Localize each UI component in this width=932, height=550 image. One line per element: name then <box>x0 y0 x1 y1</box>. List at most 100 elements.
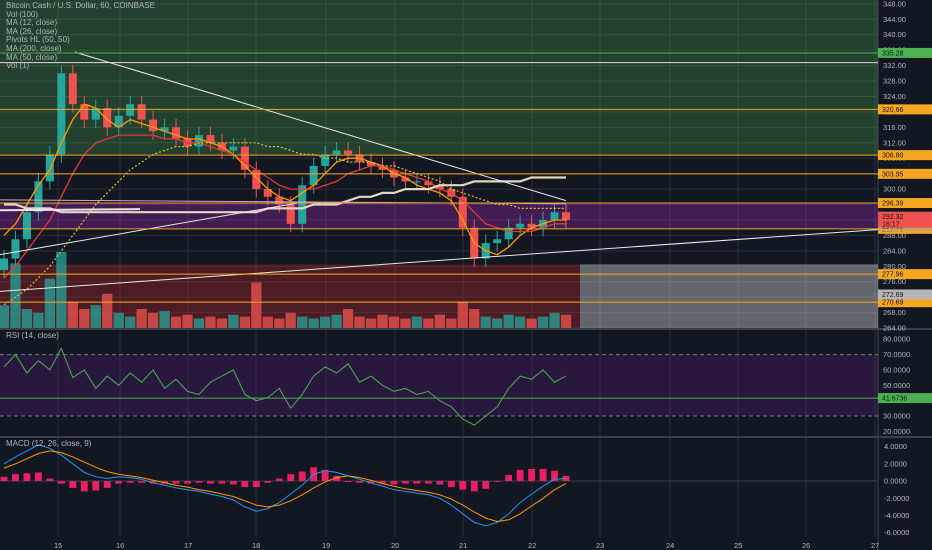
level-tag-5: 296.39 <box>882 201 904 208</box>
macd-hist-23 <box>264 481 272 483</box>
time-axis[interactable]: 15 16 17 18 19 20 21 22 23 24 25 26 27 <box>54 541 879 550</box>
macd-tick-0: -6.0000 <box>884 528 909 537</box>
macd-hist-47 <box>539 468 547 482</box>
legend-vol1[interactable]: Vol (1) <box>6 61 30 71</box>
candle-body-32 <box>367 162 376 166</box>
candle-body-6 <box>68 73 77 105</box>
volume-bar-34 <box>388 316 400 328</box>
volume-bar-38 <box>434 314 445 328</box>
legend-ma200[interactable]: MA (200, close) <box>6 43 62 53</box>
legend-pivots[interactable]: Pivots HL (50, 50) <box>6 35 70 45</box>
macd-hist-46 <box>528 468 536 482</box>
candle-body-0 <box>0 258 9 271</box>
macd-hist-37 <box>424 481 432 484</box>
volume-bar-36 <box>411 316 423 328</box>
time-tick-5: 20 <box>391 541 399 550</box>
volume-bar-26 <box>297 316 308 328</box>
volume-bar-45 <box>514 316 526 328</box>
macd-hist-29 <box>333 475 341 482</box>
macd-hist-5 <box>57 481 65 484</box>
macd-hist-30 <box>344 481 352 483</box>
candle-body-2 <box>22 212 31 240</box>
candle-body-29 <box>332 150 341 155</box>
trendline-down <box>74 51 567 202</box>
macd-hist-2 <box>23 473 31 482</box>
price-axis[interactable]: 264.00268.00272.00276.00280.00284.00288.… <box>878 0 932 333</box>
countdown: 16:17 <box>882 222 900 229</box>
macd-hist-9 <box>103 481 111 488</box>
candle-body-36 <box>412 181 421 183</box>
volume-bar-19 <box>216 318 228 328</box>
candle-body-10 <box>114 115 123 128</box>
macd-hist-48 <box>551 470 558 482</box>
time-tick-7: 22 <box>528 541 536 550</box>
rsi-label[interactable]: RSI (14, close) <box>6 331 59 340</box>
legend-ma26[interactable]: MA (26, close) <box>6 26 58 36</box>
volume-bar-1 <box>10 263 21 328</box>
volume-bar-11 <box>125 316 136 328</box>
candle-body-20 <box>229 146 238 151</box>
volume-bar-14 <box>159 310 170 328</box>
ma-line-3 <box>3 142 566 306</box>
macd-hist-38 <box>436 481 444 485</box>
price-tick-3: 276.00 <box>883 277 906 286</box>
macd-hist-31 <box>356 481 363 483</box>
volume-bar-15 <box>170 316 182 328</box>
legend-ma12[interactable]: MA (12, close) <box>6 18 58 28</box>
volume-bar-46 <box>526 318 537 328</box>
candle-body-33 <box>378 165 387 170</box>
time-tick-1: 16 <box>116 541 124 550</box>
time-tick-8: 23 <box>596 541 604 550</box>
volume-bar-28 <box>319 316 331 328</box>
volume-bar-7 <box>79 309 90 328</box>
time-tick-4: 19 <box>322 541 330 550</box>
candle-body-21 <box>240 146 249 170</box>
rsi-last-bg <box>878 393 932 404</box>
candle-body-17 <box>194 135 203 147</box>
macd-hist-7 <box>80 481 88 492</box>
macd-tick-2: -2.0000 <box>884 494 909 503</box>
macd-hist-22 <box>252 481 260 488</box>
level-tag-3: 308.80 <box>882 153 904 160</box>
price-tick-6: 288.00 <box>883 231 906 240</box>
level-tag-4: 303.95 <box>882 171 904 178</box>
macd-label[interactable]: MACD (12, 26, close, 9) <box>6 439 92 448</box>
macd-hist-28 <box>321 469 329 482</box>
volume-bar-32 <box>365 318 377 328</box>
candle-body-24 <box>275 196 284 205</box>
legend-vol[interactable]: Vol (100) <box>6 9 39 19</box>
candle-body-45 <box>516 223 525 228</box>
volume-bar-0 <box>0 305 10 328</box>
price-tick-20: 344.00 <box>883 15 906 24</box>
volume-bar-13 <box>147 312 159 328</box>
rsi-tick-1: 30.0000 <box>883 412 910 421</box>
macd-hist-40 <box>459 481 467 490</box>
price-tick-13: 316.00 <box>883 123 906 132</box>
macd-hist-33 <box>379 481 386 484</box>
main-legend: Bitcoin Cash / U.S. Dollar, 60, COINBASE… <box>6 1 155 71</box>
volume-bar-39 <box>446 318 457 328</box>
rsi-band <box>0 354 878 417</box>
price-tick-15: 324.00 <box>883 92 906 101</box>
legend-symbol[interactable]: Bitcoin Cash / U.S. Dollar, 60, COINBASE <box>6 1 155 10</box>
price-zones <box>0 0 878 328</box>
macd-line <box>3 444 567 527</box>
price-tick-4: 280.00 <box>883 262 906 271</box>
volume-bar-35 <box>400 318 411 328</box>
macd-hist-6 <box>69 481 77 488</box>
candle-body-23 <box>263 189 272 197</box>
level-tag-bg-4 <box>878 168 932 179</box>
volume-bar-43 <box>492 318 503 328</box>
volume-bar-47 <box>537 316 549 328</box>
macd-hist-20 <box>229 481 237 485</box>
volume-bar-3 <box>33 312 44 328</box>
ma-line-0 <box>3 103 566 256</box>
volume-bar-10 <box>113 312 124 328</box>
legend-ma50[interactable]: MA (50, close) <box>6 52 58 62</box>
macd-hist-0 <box>0 476 8 482</box>
volume-bar-44 <box>503 314 514 328</box>
macd-hist-10 <box>115 481 123 484</box>
